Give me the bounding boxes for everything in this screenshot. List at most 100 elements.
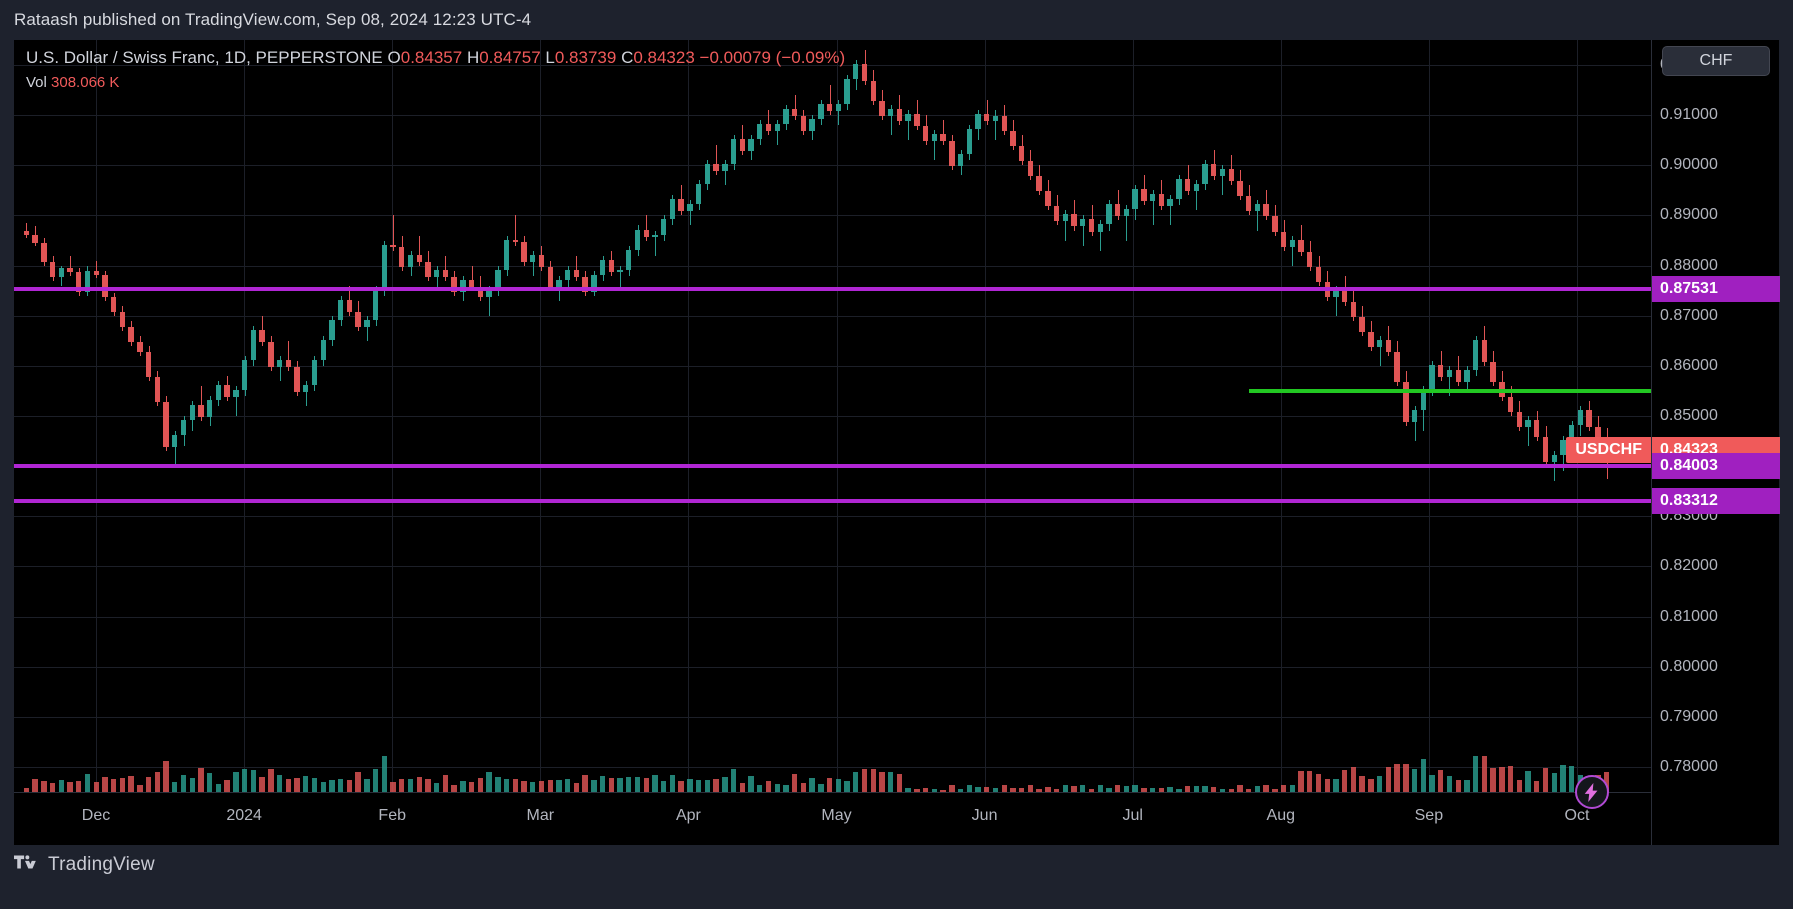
currency-chip[interactable]: CHF	[1662, 46, 1770, 76]
candle-wick	[1379, 335, 1381, 366]
volume-bar	[294, 777, 300, 792]
candle-body	[1569, 425, 1575, 441]
candle-wick	[1065, 210, 1067, 241]
price-axis[interactable]: CHF 0.920000.910000.900000.890000.880000…	[1651, 40, 1780, 845]
candle-body	[1027, 161, 1034, 177]
candle-body	[102, 274, 108, 297]
candle-body	[1219, 169, 1226, 177]
candle-body	[870, 81, 876, 102]
candle-body	[966, 129, 972, 155]
volume-bar	[1272, 789, 1278, 792]
volume-pane[interactable]	[14, 692, 1651, 792]
volume-bar	[425, 778, 431, 792]
candle-body	[599, 259, 606, 275]
volume-bar	[512, 778, 518, 792]
candle-wick	[1449, 365, 1451, 396]
time-tick-label: Apr	[675, 807, 701, 824]
candle-body	[93, 270, 99, 275]
candle-wick	[305, 380, 307, 406]
candle-body	[110, 296, 117, 312]
candle-body	[922, 126, 929, 142]
volume-bar	[49, 783, 56, 792]
volume-bar	[1123, 785, 1130, 792]
candle-body	[1289, 239, 1296, 247]
ticker-tag[interactable]: USDCHF	[1566, 436, 1651, 463]
candle-body	[1446, 369, 1453, 377]
candle-wick	[1170, 195, 1172, 226]
volume-bar	[215, 784, 222, 792]
candle-body	[547, 266, 553, 287]
price-level-line[interactable]	[14, 463, 1651, 468]
volume-bar	[364, 779, 370, 792]
candle-body	[381, 244, 388, 290]
price-level-line[interactable]	[14, 287, 1651, 292]
candle-body	[1560, 440, 1566, 456]
time-tick-label: Jun	[971, 807, 998, 824]
candle-body	[294, 366, 300, 392]
volume-bar	[1237, 784, 1243, 792]
volume-bar	[460, 781, 466, 792]
volume-bar	[329, 780, 335, 792]
volume-bar	[896, 774, 903, 792]
candle-body	[634, 229, 641, 250]
price-tick-label: 0.88000	[1660, 256, 1718, 274]
candle-body	[172, 435, 178, 448]
volume-bar	[1342, 769, 1348, 792]
volume-bar	[870, 768, 876, 792]
price-badge-resistance[interactable]: 0.87531	[1652, 276, 1780, 303]
tradingview-logo-icon	[14, 853, 40, 876]
candle-body	[460, 279, 466, 292]
price-badge-support[interactable]: 0.83312	[1652, 487, 1780, 514]
volume-bar	[1289, 785, 1296, 792]
volume-bar	[608, 778, 615, 792]
candle-body	[1542, 437, 1549, 463]
candle-body	[1115, 204, 1121, 217]
volume-bar	[1333, 778, 1339, 792]
volume-bar	[381, 756, 388, 792]
candle-body	[390, 244, 396, 247]
volume-bar	[1359, 776, 1365, 792]
candle-body	[407, 254, 414, 267]
candle-body	[451, 276, 457, 292]
candle-body	[853, 64, 859, 80]
lightning-bolt-icon[interactable]	[1574, 775, 1609, 809]
price-pane[interactable]: USDCHF	[14, 40, 1651, 692]
candle-wick	[393, 215, 395, 251]
volume-bar	[687, 778, 693, 792]
candle-body	[76, 271, 82, 292]
volume-bar	[1245, 788, 1252, 792]
volume-bar	[914, 789, 920, 792]
candle-body	[1472, 339, 1479, 370]
candle-wick	[838, 100, 840, 126]
gridline-vertical	[688, 692, 690, 792]
volume-bar	[1018, 787, 1025, 792]
volume-bar	[1193, 786, 1199, 792]
gridline-vertical	[540, 40, 542, 692]
price-level-line[interactable]	[14, 498, 1651, 503]
candle-body	[1507, 396, 1514, 412]
volume-bar	[303, 776, 309, 792]
volume-bar	[416, 777, 422, 792]
candle-body	[1385, 339, 1392, 352]
volume-bar	[1071, 786, 1077, 792]
candle-body	[1534, 420, 1540, 438]
time-axis[interactable]: Dec 2024 Feb Mar Apr May Jun Jul Aug Sep Oct	[14, 792, 1651, 845]
candle-body	[1071, 214, 1077, 227]
candle-wick	[1292, 235, 1294, 266]
volume-bar	[1158, 788, 1165, 792]
price-badge-support[interactable]: 0.84003	[1652, 452, 1780, 479]
candle-body	[1036, 176, 1042, 192]
candle-body	[198, 404, 204, 417]
candle-body	[1176, 179, 1182, 200]
candle-body	[844, 79, 850, 105]
candle-wick	[279, 355, 281, 381]
volume-bar	[835, 778, 842, 792]
candle-body	[791, 109, 798, 117]
plot-column: U.S. Dollar / Swiss Franc, 1D, PEPPERSTO…	[14, 40, 1651, 845]
candle-wick	[620, 265, 622, 291]
candle-body	[241, 359, 248, 390]
candle-wick	[532, 250, 534, 276]
price-level-line[interactable]	[1249, 388, 1651, 393]
candle-body	[285, 359, 291, 367]
volume-bar	[591, 780, 597, 792]
